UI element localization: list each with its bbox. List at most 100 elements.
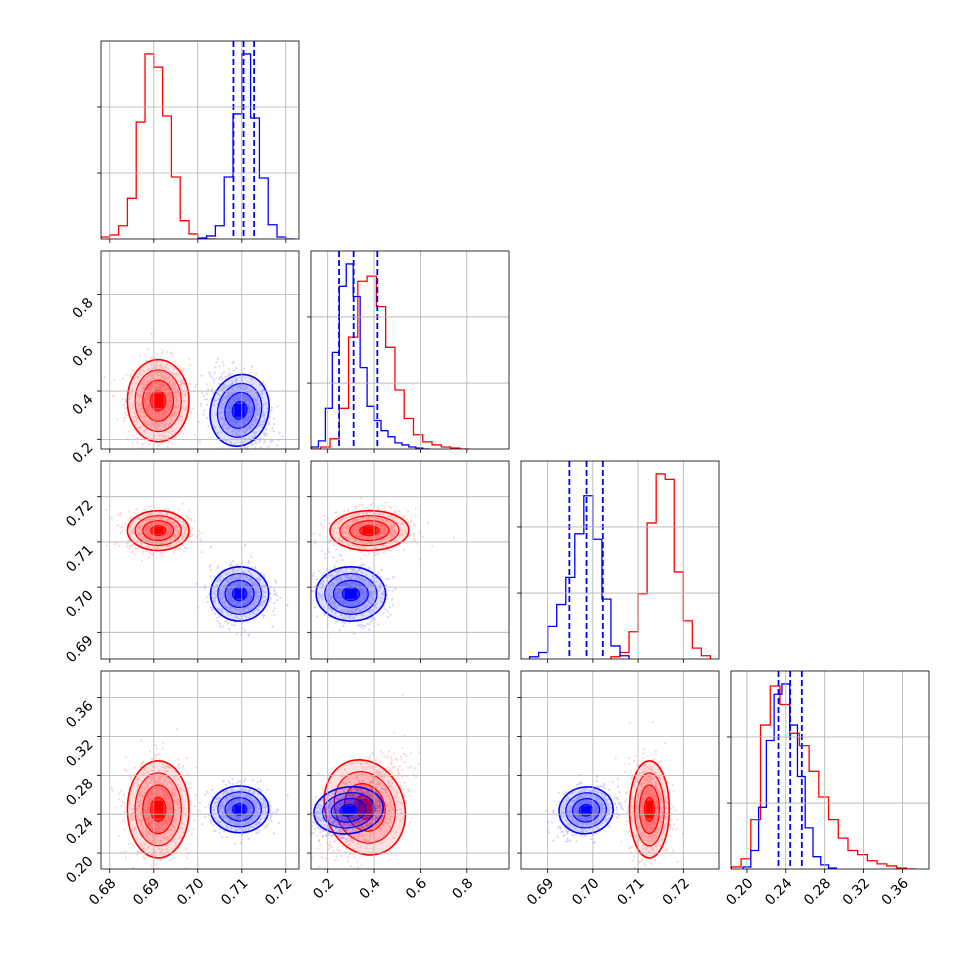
scatter-panel-p2-vs-p0-blue-point xyxy=(261,592,264,595)
scatter-panel-p1-vs-p0-red-point xyxy=(181,382,184,385)
scatter-panel-p2-vs-p1-blue-point xyxy=(341,597,344,600)
scatter-panel-p1-vs-p0-red-point xyxy=(155,380,158,384)
scatter-panel-p1-vs-p0-blue-point xyxy=(232,430,235,433)
scatter-panel-p2-vs-p1-red-point xyxy=(389,528,392,531)
scatter-panel-p1-vs-p0-blue-point xyxy=(227,403,230,406)
scatter-panel-p2-vs-p1-blue-point xyxy=(370,617,373,620)
scatter-panel-p2-vs-p1-red-point xyxy=(381,545,384,548)
scatter-panel-p2-vs-p0-red-point xyxy=(166,535,169,538)
scatter-panel-p3-vs-p0-red-point xyxy=(111,789,114,792)
scatter-panel-p1-vs-p0-red-point xyxy=(132,407,135,410)
scatter-panel-p1-vs-p0-blue-point xyxy=(228,384,231,387)
scatter-panel-p2-vs-p1-red-point xyxy=(356,528,359,531)
scatter-panel-p2-vs-p1-blue-point xyxy=(364,574,367,577)
scatter-panel-p1-vs-p0-red-point xyxy=(166,404,169,407)
scatter-panel-p1-vs-p0-blue-point xyxy=(213,426,217,429)
scatter-panel-p1-vs-p0-red-point xyxy=(168,431,171,434)
scatter-panel-p2-vs-p1-red-point xyxy=(360,537,363,540)
scatter-panel-p2-vs-p1-blue-point xyxy=(337,590,341,593)
scatter-panel-p2-vs-p0-red-point xyxy=(174,525,177,528)
scatter-panel-p2-vs-p1-blue-point xyxy=(394,587,397,591)
scatter-panel-p2-vs-p0-red-point xyxy=(141,537,144,540)
scatter-panel-p2-vs-p1-blue-point xyxy=(336,579,339,582)
scatter-panel-p3-vs-p0-red-point xyxy=(162,747,165,750)
scatter-panel-p2-vs-p1-blue-point xyxy=(348,621,351,624)
scatter-panel-p1-vs-p0-red-point xyxy=(173,382,176,385)
scatter-panel-p1-vs-p0-blue-point xyxy=(242,418,245,421)
scatter-panel-p1-vs-p0-red-point xyxy=(148,482,150,484)
scatter-panel-p2-vs-p0-blue-point xyxy=(213,600,217,603)
scatter-panel-p2-vs-p1-blue-point xyxy=(336,577,339,580)
scatter-panel-p1-vs-p0-blue-point xyxy=(230,430,234,433)
scatter-panel-p2-vs-p0-red-point xyxy=(128,545,131,548)
scatter-panel-p3-vs-p0-red-point xyxy=(124,856,127,859)
scatter-panel-p2-vs-p0-blue-point xyxy=(243,629,246,632)
scatter-panel-p1-vs-p0-blue-point xyxy=(256,449,258,451)
scatter-panel-p1-vs-p0-red-point xyxy=(130,402,133,405)
scatter-panel-p2-vs-p0-red-point xyxy=(127,510,130,513)
scatter-panel-p2-vs-p1-blue-point xyxy=(340,599,343,602)
scatter-panel-p2-vs-p1-red-point xyxy=(340,520,343,524)
scatter-panel-p2-vs-p1-red-point xyxy=(391,523,394,526)
scatter-panel-p2-vs-p1-red-point xyxy=(360,536,363,540)
scatter-panel-p2-vs-p0-red-point xyxy=(149,504,152,507)
scatter-panel-p2-vs-p0-blue-point xyxy=(236,616,239,619)
scatter-panel-p1-vs-p0-red-point xyxy=(161,384,164,387)
scatter-panel-p1-vs-p0-red-point xyxy=(154,426,157,429)
scatter-panel-p2-vs-p1-red-point xyxy=(360,496,363,500)
scatter-panel-p2-vs-p0-red-point xyxy=(148,534,151,537)
scatter-panel-p1-vs-p0-blue-point xyxy=(263,432,267,435)
scatter-panel-p1-vs-p0-blue-point xyxy=(262,431,265,434)
marginal-panel-0-blue-hist xyxy=(197,53,295,239)
scatter-panel-p2-vs-p0-red-point xyxy=(146,527,149,531)
scatter-panel-p1-vs-p0-red-point xyxy=(159,371,162,374)
scatter-panel-p2-vs-p0-blue-point xyxy=(227,581,230,584)
scatter-panel-p1-vs-p0-blue-point xyxy=(260,420,263,423)
scatter-panel-p2-vs-p1-red-point xyxy=(353,526,357,529)
scatter-panel-p2-vs-p1-red-point xyxy=(359,546,362,549)
scatter-panel-p1-vs-p0-red-point xyxy=(157,374,160,377)
scatter-panel-p1-vs-p0-red-point xyxy=(129,375,132,378)
scatter-panel-p2-vs-p0-blue-point xyxy=(243,601,246,604)
scatter-panel-p2-vs-p1-red-point xyxy=(376,536,379,539)
scatter-panel-p1-vs-p0-red-point xyxy=(181,406,184,409)
scatter-panel-p1-vs-p0-red-point xyxy=(148,403,151,406)
scatter-panel-p1-vs-p0-red-point xyxy=(166,388,169,391)
scatter-panel-p2-vs-p1-blue-point xyxy=(359,564,362,567)
scatter-panel-p2-vs-p1-red-point xyxy=(347,509,350,513)
scatter-panel-p1-vs-p0-red-point xyxy=(145,394,148,397)
scatter-panel-p3-vs-p0-red-point xyxy=(123,828,127,831)
scatter-panel-p2-vs-p1-red-point xyxy=(391,517,394,520)
scatter-panel-p2-vs-p0-red-point xyxy=(177,530,180,533)
scatter-panel-p2-vs-p0-blue-point xyxy=(231,575,234,578)
scatter-panel-p1-vs-p0-blue-point xyxy=(223,384,226,387)
scatter-panel-p2-vs-p1-red-point xyxy=(390,533,393,536)
scatter-panel-p2-vs-p0-blue-point xyxy=(223,604,226,607)
scatter-panel-p2-vs-p1-red-point xyxy=(332,532,335,536)
scatter-panel-p2-vs-p0-blue-point xyxy=(232,559,235,562)
scatter-panel-p2-vs-p0-blue-point xyxy=(262,590,265,593)
scatter-panel-p1-vs-p0-blue-point xyxy=(249,399,252,402)
scatter-panel-p2-vs-p1-red-point xyxy=(375,547,378,550)
scatter-panel-p1-vs-p0-red-point xyxy=(151,412,154,415)
scatter-panel-p2-vs-p0-red-point xyxy=(140,529,143,533)
scatter-panel-p2-vs-p0-plot-area xyxy=(105,502,289,637)
scatter-panel-p1-vs-p0-red-point xyxy=(150,383,153,386)
scatter-panel-p2-vs-p1-blue-point xyxy=(330,574,333,577)
scatter-panel-p1-vs-p0-blue-point xyxy=(219,405,222,408)
scatter-panel-p2-vs-p1-red-point xyxy=(399,533,402,537)
scatter-panel-p2-vs-p0-blue-point xyxy=(258,590,261,593)
scatter-panel-p1-vs-p0-red-point xyxy=(132,369,135,372)
scatter-panel-p1-vs-p0-red-point xyxy=(142,369,145,372)
scatter-panel-p2-vs-p1-red-point xyxy=(390,532,393,536)
scatter-panel-p2-vs-p1-red-point xyxy=(352,521,355,525)
scatter-panel-p2-vs-p0-blue-point xyxy=(238,576,241,579)
scatter-panel-p1-vs-p0-red-point xyxy=(149,392,152,395)
scatter-panel-p2-vs-p0-blue-point xyxy=(231,578,234,581)
scatter-panel-p2-vs-p1-red-point xyxy=(375,524,378,527)
scatter-panel-p2-vs-p1-red-point xyxy=(314,542,317,545)
scatter-panel-p2-vs-p0-red-point xyxy=(182,523,185,526)
scatter-panel-p2-vs-p1-blue-point xyxy=(349,614,352,617)
marginal-panel-2-red-hist xyxy=(610,473,712,659)
scatter-panel-p2-vs-p0-red-point xyxy=(110,516,113,520)
